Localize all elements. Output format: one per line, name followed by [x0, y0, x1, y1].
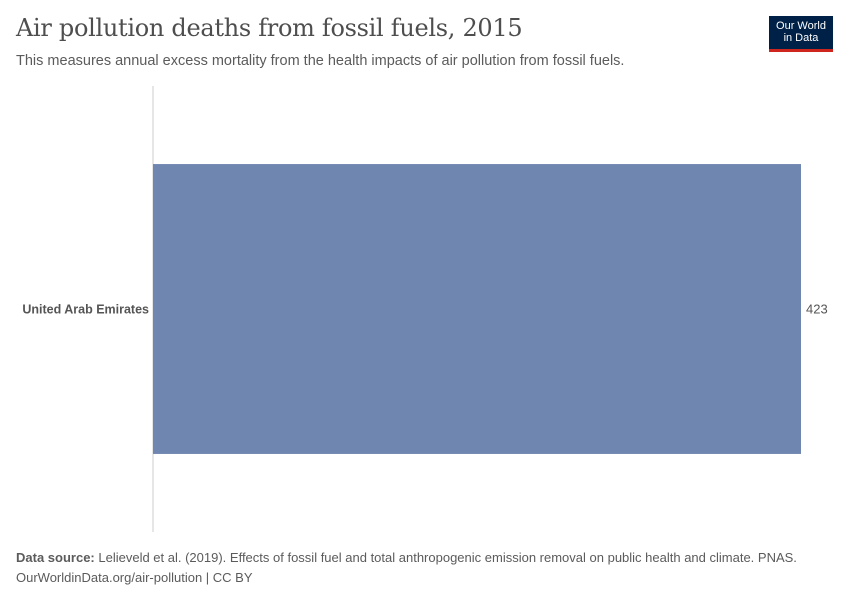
- category-label: United Arab Emirates: [22, 303, 149, 317]
- logo-line-1: Our World: [776, 20, 826, 32]
- value-label: 423: [806, 302, 828, 317]
- bar-chart: United Arab Emirates 423: [22, 86, 828, 532]
- source-line: Data source: Lelieveld et al. (2019). Ef…: [16, 548, 797, 568]
- owid-logo[interactable]: Our World in Data: [769, 16, 833, 52]
- chart-subtitle: This measures annual excess mortality fr…: [16, 53, 625, 69]
- source-label: Data source:: [16, 550, 95, 565]
- bar-united-arab-emirates[interactable]: [153, 164, 801, 454]
- footer: Data source: Lelieveld et al. (2019). Ef…: [16, 548, 797, 588]
- logo-line-2: in Data: [783, 32, 819, 44]
- source-text: Lelieveld et al. (2019). Effects of foss…: [98, 550, 797, 565]
- url-line[interactable]: OurWorldinData.org/air-pollution | CC BY: [16, 570, 253, 585]
- chart-title: Air pollution deaths from fossil fuels, …: [16, 14, 523, 42]
